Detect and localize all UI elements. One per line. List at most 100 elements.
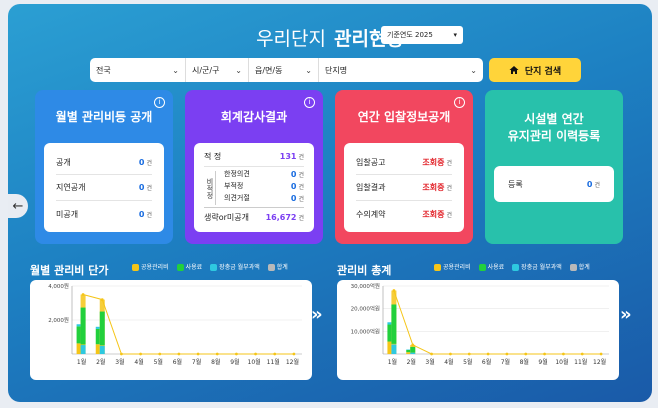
info-icon[interactable]: i [454, 97, 465, 108]
legend-swatch [434, 264, 441, 271]
legend-item: 합계 [569, 262, 590, 271]
row-label: 미공개 [56, 209, 79, 219]
legend-swatch [267, 264, 275, 271]
legend-item: 사용료 [176, 262, 202, 271]
row-unit: 건 [446, 160, 452, 167]
list-item: 수의계약 조회중 건 [356, 201, 452, 227]
row-label: 수의계약 [356, 209, 386, 219]
x-tick-label: 10월 [248, 358, 261, 366]
info-icon[interactable]: i [304, 97, 315, 108]
legend-label: 사용료 [487, 264, 505, 271]
x-tick-label: 6월 [173, 358, 182, 366]
card-title: 월별 관리비등 공개 [55, 109, 153, 124]
data-point [158, 352, 162, 356]
chevron-right-icon[interactable]: » [620, 304, 632, 325]
prev-arrow-icon[interactable]: ← [8, 194, 28, 218]
data-point [524, 352, 528, 356]
legend-label: 장충금 월부과액 [219, 264, 260, 271]
data-point [273, 352, 277, 356]
bid-info-card[interactable]: i 연간 입찰정보공개 입찰공고 조회중 건 입찰결과 조회중 건 수의계약 조회중 건 [335, 90, 473, 244]
data-point [392, 289, 396, 292]
data-point [599, 352, 603, 356]
card-title: 연간 입찰정보공개 [357, 109, 451, 124]
card-body: 입찰공고 조회중 건 입찰결과 조회중 건 수의계약 조회중 건 [344, 143, 464, 232]
audit-result-card[interactable]: i 회계감사결과 적 정 131 건 비적정 한정의견 0 건 부적정 0 건 의견거절 0 건… [185, 90, 323, 244]
row-label: 등록 [508, 179, 523, 189]
legend-label: 공용관리비 [443, 264, 471, 271]
bar-segment [76, 324, 81, 327]
data-point [235, 352, 238, 356]
legend-label: 공용관리비 [141, 264, 169, 271]
nonproper-list: 한정의견 0 건 부적정 0 건 의견거절 0 건 [224, 169, 304, 205]
town-select[interactable]: 읍/면/동 ⌄ [249, 58, 319, 82]
bar-total-overlay [80, 307, 86, 345]
x-tick-label: 7월 [192, 358, 201, 366]
series-line [82, 294, 294, 355]
data-point [100, 298, 104, 301]
chart-legend: 공용관리비 사용료 장충금 월부과액 합계 [434, 262, 590, 271]
row-value: 0 [138, 209, 145, 219]
row-label: 지연공개 [56, 183, 86, 192]
row-unit: 건 [146, 160, 152, 167]
row-unit: 건 [446, 185, 452, 192]
chevron-right-icon[interactable]: » [311, 304, 323, 325]
x-tick-label: 3월 [425, 358, 434, 366]
bar-total-overlay [99, 311, 105, 346]
monthly-fee-disclosure-card[interactable]: i 월별 관리비등 공개 공개 0 건 지연공개 0 건 미공개 0 건 [35, 90, 173, 244]
bar-segment [95, 328, 100, 345]
bar-segment [387, 322, 392, 325]
data-point [467, 352, 471, 356]
chevron-down-icon: ⌄ [305, 65, 312, 75]
row-value: 16,672 [265, 213, 297, 222]
bar-total-overlay [391, 304, 397, 344]
x-tick-label: 10월 [555, 358, 568, 366]
list-item: 부적정 0 건 [224, 181, 304, 193]
data-point [505, 352, 509, 356]
legend-label: 장충금 월부과액 [521, 264, 562, 271]
complex-select[interactable]: 단지명 ⌄ [319, 58, 483, 82]
row-value: 조회중 [422, 158, 445, 167]
bar-total-overlay [410, 346, 416, 353]
x-tick-label: 11월 [574, 358, 587, 366]
data-point [411, 343, 415, 347]
row-unit: 건 [594, 181, 600, 189]
info-icon[interactable]: i [154, 97, 165, 108]
nonproper-label: 비적정 [204, 171, 216, 205]
city-select[interactable]: 시/군/구 ⌄ [186, 58, 249, 82]
x-tick-label: 12월 [286, 358, 299, 366]
row-label: 부적정 [224, 182, 244, 190]
list-item: 적 정 131 건 [204, 147, 304, 167]
filter-bar: 전국 ⌄ 시/군/구 ⌄ 읍/면/동 ⌄ 단지명 ⌄ [90, 58, 483, 82]
x-tick-label: 5월 [154, 358, 163, 366]
chevron-down-icon: ⌄ [172, 65, 179, 75]
row-label: 입찰공고 [356, 158, 386, 167]
card-title: 시설별 연간 유지관리 이력등록 [485, 90, 623, 166]
complex-search-button[interactable]: 단지 검색 [489, 58, 581, 82]
unit-price-chart-title: 월별 관리비 단가 [30, 264, 109, 277]
y-tick-label: 4,000원 [48, 282, 69, 290]
x-tick-label: 4월 [444, 358, 453, 366]
row-value: 0 [138, 183, 145, 192]
bar-segment [387, 341, 392, 354]
data-point [81, 293, 85, 296]
legend-item: 장충금 월부과액 [210, 262, 260, 271]
row-value: 조회중 [422, 209, 445, 219]
data-point [177, 352, 181, 356]
row-value: 0 [138, 158, 145, 167]
region-select[interactable]: 전국 ⌄ [90, 58, 186, 82]
row-label: 입찰결과 [356, 183, 386, 192]
series-line [393, 290, 602, 355]
complex-select-label: 단지명 [325, 65, 348, 75]
list-item: 입찰공고 조회중 건 [356, 151, 452, 175]
title-thin: 우리단지 [256, 28, 326, 50]
legend-item: 합계 [267, 262, 288, 271]
row-label: 의견거절 [224, 194, 250, 202]
list-item: 공개 0 건 [56, 151, 152, 175]
bar-total-base [410, 352, 416, 354]
list-item: 의견거절 0 건 [224, 193, 304, 205]
data-point [292, 352, 296, 356]
legend-label: 합계 [276, 264, 288, 271]
year-select[interactable]: 기준연도 2025 ▾ [381, 26, 463, 44]
